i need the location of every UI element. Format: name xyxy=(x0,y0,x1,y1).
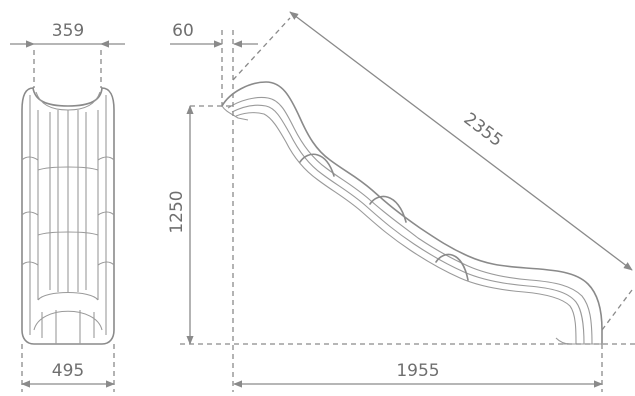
offset-dimension: 60 xyxy=(170,21,258,106)
front-top-width-dimension: 359 xyxy=(10,21,125,88)
side-view xyxy=(221,81,603,345)
length-dimension: 2355 xyxy=(289,11,633,271)
front-view xyxy=(21,87,115,345)
front-bottom-width-label: 495 xyxy=(52,361,84,381)
front-top-width-label: 359 xyxy=(52,21,84,41)
side-view-guides xyxy=(180,17,635,392)
base-length-dimension: 1955 xyxy=(233,361,603,388)
offset-label: 60 xyxy=(172,21,194,41)
height-label: 1250 xyxy=(167,190,187,233)
height-dimension: 1250 xyxy=(167,105,194,345)
base-length-label: 1955 xyxy=(396,361,439,381)
front-bottom-width-dimension: 495 xyxy=(21,344,115,392)
